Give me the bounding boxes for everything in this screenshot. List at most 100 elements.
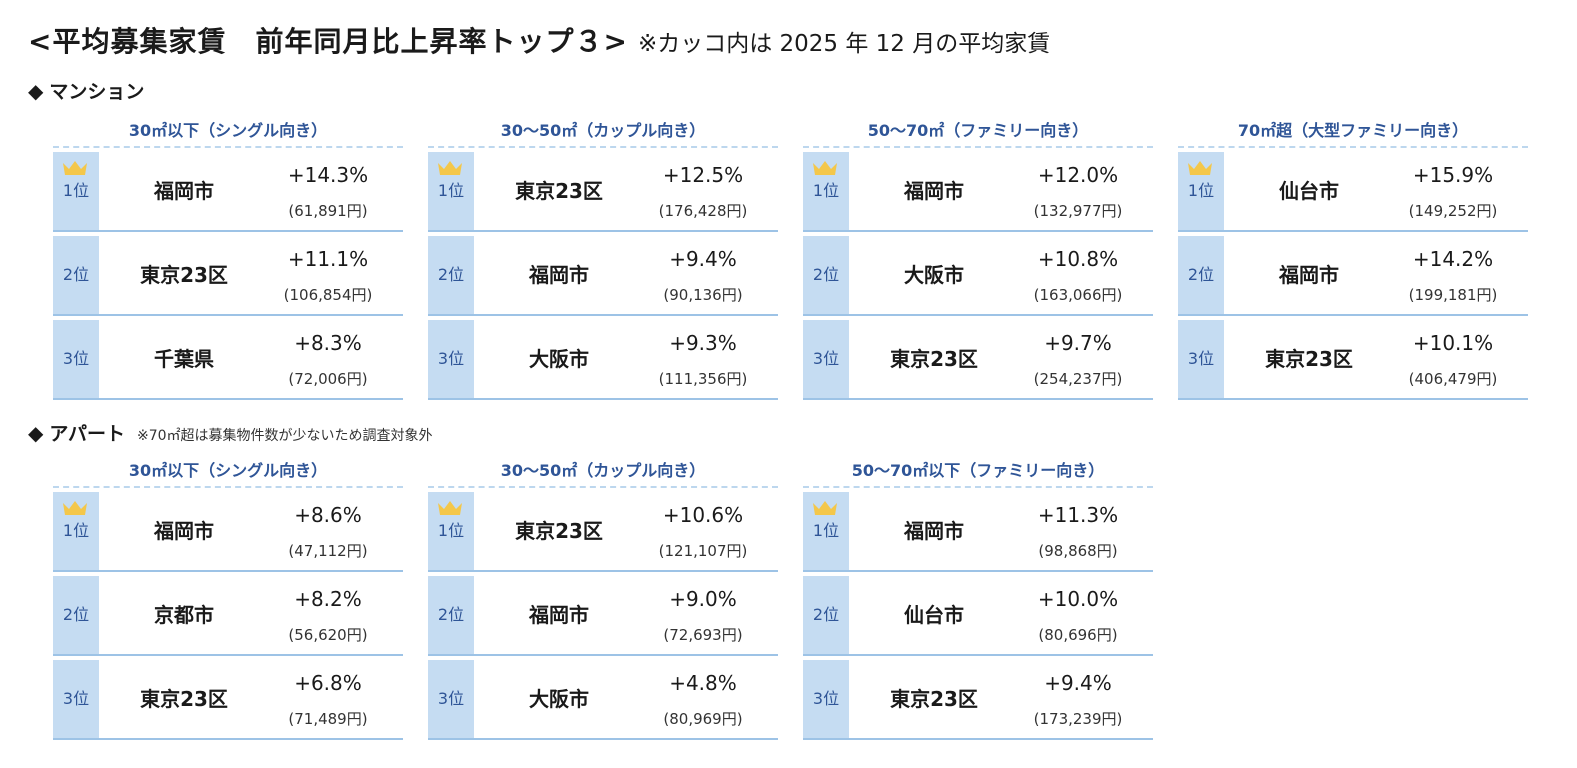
rank-cell: 1位 <box>53 492 99 570</box>
city-name: 東京23区 <box>140 687 228 711</box>
city-name: 仙台市 <box>1279 179 1339 203</box>
rank-label: 1位 <box>437 181 465 200</box>
rank-cell: 2位 <box>53 576 99 654</box>
rank-label: 2位 <box>437 265 465 284</box>
city-name: 福岡市 <box>904 179 964 203</box>
rank-cell: 3位 <box>53 660 99 738</box>
increase-rate: +10.6% <box>662 503 744 527</box>
card-header: 30～50㎡（カップル向き） <box>428 116 778 148</box>
rank-label: 3位 <box>1187 349 1215 368</box>
ranking-row: 3位 大阪市 +9.3% (111,356円) <box>428 320 778 400</box>
average-rent: (72,006円) <box>288 370 368 388</box>
rank-cell: 1位 <box>803 492 849 570</box>
city-name: 東京23区 <box>515 179 603 203</box>
rank-label: 1位 <box>62 181 90 200</box>
ranking-row: 2位 福岡市 +9.4% (90,136円) <box>428 236 778 316</box>
increase-rate: +14.3% <box>287 163 369 187</box>
increase-rate: +9.3% <box>669 331 737 355</box>
page-title-main: <平均募集家賃 前年同月比上昇率トップ３> <box>28 25 628 58</box>
rank-cell: 1位 <box>803 152 849 230</box>
diamond-icon: ◆ <box>28 79 44 103</box>
city-name: 福岡市 <box>1279 263 1339 287</box>
ranking-row: 3位 東京23区 +9.4% (173,239円) <box>803 660 1153 740</box>
crown-icon <box>63 161 87 175</box>
ranking-row: 1位 福岡市 +8.6% (47,112円) <box>53 492 403 572</box>
rank-label: 2位 <box>812 605 840 624</box>
crown-icon <box>813 501 837 515</box>
average-rent: (111,356円) <box>658 370 748 388</box>
ranking-row: 3位 千葉県 +8.3% (72,006円) <box>53 320 403 400</box>
ranking-card: 30㎡以下（シングル向き） 1位 福岡市 +14.3% (61,891円) 2位 東京23区… <box>53 116 403 400</box>
rank-label: 3位 <box>437 689 465 708</box>
increase-rate: +11.3% <box>1037 503 1119 527</box>
ranking-card: 30～50㎡（カップル向き） 1位 東京23区 +12.5% (176,428円) 2位 福… <box>428 116 778 400</box>
apart-rankings: 30㎡以下（シングル向き） 1位 福岡市 +8.6% (47,112円) 2位 京都市 +8.… <box>53 456 1533 740</box>
city-name: 東京23区 <box>1265 347 1353 371</box>
rank-label: 1位 <box>62 521 90 540</box>
city-name: 東京23区 <box>515 519 603 543</box>
ranking-card: 30㎡以下（シングル向き） 1位 福岡市 +8.6% (47,112円) 2位 京都市 +8.… <box>53 456 403 740</box>
increase-rate: +9.4% <box>1044 671 1112 695</box>
increase-rate: +4.8% <box>669 671 737 695</box>
ranking-row: 1位 福岡市 +12.0% (132,977円) <box>803 152 1153 232</box>
average-rent: (132,977円) <box>1033 202 1123 220</box>
average-rent: (163,066円) <box>1033 286 1123 304</box>
ranking-row: 3位 大阪市 +4.8% (80,969円) <box>428 660 778 740</box>
card-header: 30～50㎡（カップル向き） <box>428 456 778 488</box>
city-name: 福岡市 <box>904 519 964 543</box>
average-rent: (47,112円) <box>288 542 368 560</box>
increase-rate: +11.1% <box>287 247 369 271</box>
average-rent: (106,854円) <box>283 286 373 304</box>
rank-cell: 2位 <box>428 236 474 314</box>
crown-icon <box>438 161 462 175</box>
crown-icon <box>1188 161 1212 175</box>
average-rent: (80,969円) <box>663 710 743 728</box>
ranking-row: 1位 福岡市 +14.3% (61,891円) <box>53 152 403 232</box>
crown-icon <box>438 501 462 515</box>
rank-label: 3位 <box>62 349 90 368</box>
increase-rate: +9.4% <box>669 247 737 271</box>
rank-label: 3位 <box>62 689 90 708</box>
average-rent: (61,891円) <box>288 202 368 220</box>
rank-cell: 1位 <box>428 152 474 230</box>
mansion-rankings: 30㎡以下（シングル向き） 1位 福岡市 +14.3% (61,891円) 2位 東京23区… <box>53 116 1533 400</box>
average-rent: (71,489円) <box>288 710 368 728</box>
increase-rate: +10.1% <box>1412 331 1494 355</box>
ranking-row: 2位 大阪市 +10.8% (163,066円) <box>803 236 1153 316</box>
section-note-apart: ※70㎡超は募集物件数が少ないため調査対象外 <box>137 428 433 444</box>
rank-cell: 2位 <box>428 576 474 654</box>
ranking-row: 2位 仙台市 +10.0% (80,696円) <box>803 576 1153 656</box>
rank-label: 1位 <box>812 521 840 540</box>
ranking-row: 3位 東京23区 +10.1% (406,479円) <box>1178 320 1528 400</box>
increase-rate: +8.3% <box>294 331 362 355</box>
city-name: 福岡市 <box>529 603 589 627</box>
section-title-apart-label: アパート <box>49 423 126 445</box>
crown-icon <box>63 501 87 515</box>
average-rent: (90,136円) <box>663 286 743 304</box>
increase-rate: +8.6% <box>294 503 362 527</box>
page-title: <平均募集家賃 前年同月比上昇率トップ３> ※カッコ内は 2025 年 12 月の… <box>28 22 1050 64</box>
rank-label: 2位 <box>437 605 465 624</box>
ranking-row: 2位 東京23区 +11.1% (106,854円) <box>53 236 403 316</box>
ranking-card: 70㎡超（大型ファミリー向き） 1位 仙台市 +15.9% (149,252円) 2位 福岡… <box>1178 116 1528 400</box>
ranking-card: 30～50㎡（カップル向き） 1位 東京23区 +10.6% (121,107円) 2位 福… <box>428 456 778 740</box>
increase-rate: +8.2% <box>294 587 362 611</box>
rank-cell: 3位 <box>803 320 849 398</box>
city-name: 大阪市 <box>529 347 589 371</box>
rank-cell: 2位 <box>53 236 99 314</box>
average-rent: (254,237円) <box>1033 370 1123 388</box>
average-rent: (121,107円) <box>658 542 748 560</box>
increase-rate: +12.0% <box>1037 163 1119 187</box>
rank-label: 3位 <box>437 349 465 368</box>
rank-label: 2位 <box>62 265 90 284</box>
ranking-row: 1位 東京23区 +10.6% (121,107円) <box>428 492 778 572</box>
rank-label: 2位 <box>812 265 840 284</box>
ranking-row: 1位 東京23区 +12.5% (176,428円) <box>428 152 778 232</box>
city-name: 仙台市 <box>904 603 964 627</box>
rank-label: 1位 <box>1187 181 1215 200</box>
ranking-row: 2位 福岡市 +14.2% (199,181円) <box>1178 236 1528 316</box>
increase-rate: +12.5% <box>662 163 744 187</box>
card-header: 30㎡以下（シングル向き） <box>53 456 403 488</box>
city-name: 福岡市 <box>154 519 214 543</box>
page-title-note: ※カッコ内は 2025 年 12 月の平均家賃 <box>637 31 1051 57</box>
